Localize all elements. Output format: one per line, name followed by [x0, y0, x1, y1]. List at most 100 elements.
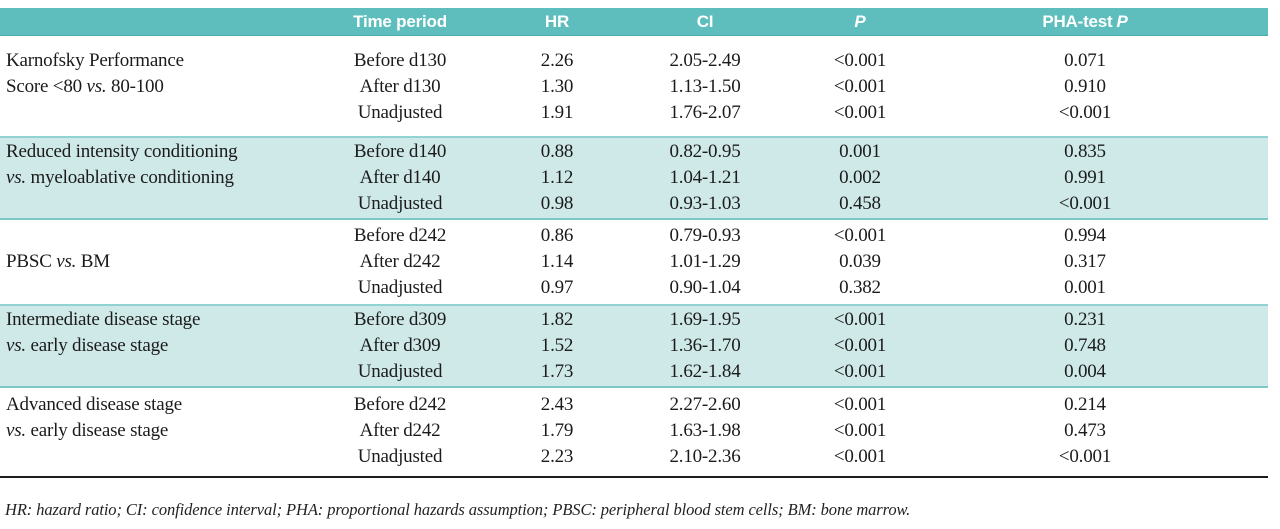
table-body: Karnofsky Performance Score <80 vs. 80-10… — [0, 36, 1280, 476]
comparison-group: Intermediate disease stage vs. early dise… — [0, 304, 1268, 388]
header-p-label: P — [854, 11, 866, 31]
pha-test-p-cell: 0.214 — [1064, 394, 1106, 415]
pha-test-p-cell: 0.071 — [1064, 50, 1106, 71]
pha-test-p-cell: 0.231 — [1064, 309, 1106, 330]
p-value-cell: 0.001 — [839, 141, 881, 162]
header-time-period: Time period — [353, 11, 447, 31]
comparison-group: Advanced disease stage vs. early disease … — [0, 388, 1268, 476]
time-period-cell: Before d130 — [353, 50, 447, 71]
p-value-cell: 0.382 — [839, 277, 881, 298]
ci-cell: 2.10-2.36 — [669, 446, 741, 467]
hr-cell: 1.73 — [540, 361, 574, 382]
time-period-cell: Before d309 — [353, 309, 447, 330]
hr-cell: 2.23 — [540, 446, 574, 467]
ci-cell: 1.13-1.50 — [669, 76, 741, 97]
time-period-cell: Before d140 — [353, 141, 447, 162]
footnote: HR: hazard ratio; CI: confidence interva… — [5, 500, 911, 519]
hr-cell: 1.79 — [540, 420, 574, 441]
time-period-cell: Unadjusted — [357, 193, 443, 214]
comparison-group: PBSC vs. BM Before d242 0.86 0.79-0.93 <0.00… — [0, 220, 1268, 304]
ci-cell: 2.27-2.60 — [669, 394, 741, 415]
table-header-row: Time period HR CI P PHA-test P — [0, 8, 1268, 36]
hr-cell: 0.86 — [540, 225, 574, 246]
pha-test-p-cell: 0.835 — [1064, 141, 1106, 162]
hr-cell: 0.97 — [540, 277, 574, 298]
ci-cell: 1.76-2.07 — [669, 102, 741, 123]
comparison-label-line: Advanced disease stage — [6, 394, 183, 415]
table-bottom-rule — [0, 476, 1268, 478]
pha-test-p-cell: <0.001 — [1058, 102, 1112, 123]
ci-cell: 1.01-1.29 — [669, 251, 741, 272]
pha-test-p-cell: 0.473 — [1064, 420, 1106, 441]
hr-cell: 0.88 — [540, 141, 574, 162]
ci-cell: 1.36-1.70 — [669, 335, 741, 356]
ci-cell: 1.04-1.21 — [669, 167, 741, 188]
time-period-cell: Unadjusted — [357, 361, 443, 382]
comparison-label-line: Reduced intensity conditioning — [6, 141, 238, 162]
p-value-cell: 0.039 — [839, 251, 881, 272]
hr-cell: 1.52 — [540, 335, 574, 356]
comparison-label: Intermediate disease stage vs. early dise… — [0, 307, 326, 385]
pha-test-p-cell: 0.317 — [1064, 251, 1106, 272]
time-period-cell: After d130 — [359, 76, 441, 97]
time-period-cell: Unadjusted — [357, 277, 443, 298]
pha-test-p-cell: 0.001 — [1064, 277, 1106, 298]
ci-cell: 0.90-1.04 — [669, 277, 741, 298]
ci-cell: 2.05-2.49 — [669, 50, 741, 71]
pha-test-p-cell: 0.994 — [1064, 225, 1106, 246]
p-value-cell: <0.001 — [833, 76, 887, 97]
pha-test-p-cell: <0.001 — [1058, 193, 1112, 214]
hr-cell: 0.98 — [540, 193, 574, 214]
time-period-cell: Before d242 — [353, 225, 447, 246]
comparison-label-line: PBSC vs. BM — [6, 251, 110, 272]
time-period-cell: Unadjusted — [357, 102, 443, 123]
time-period-cell: After d242 — [359, 420, 441, 441]
ci-cell: 1.62-1.84 — [669, 361, 741, 382]
header-hr: HR — [544, 11, 570, 31]
header-ci: CI — [696, 11, 714, 31]
ci-cell: 0.82-0.95 — [669, 141, 741, 162]
comparison-label: Reduced intensity conditioning vs. myeloa… — [0, 139, 326, 217]
hr-cell: 1.82 — [540, 309, 574, 330]
ci-cell: 1.69-1.95 — [669, 309, 741, 330]
p-value-cell: <0.001 — [833, 225, 887, 246]
comparison-label-line: Karnofsky Performance — [6, 50, 184, 71]
time-period-cell: After d242 — [359, 251, 441, 272]
time-period-cell: Unadjusted — [357, 446, 443, 467]
header-pha-prefix: PHA-test — [1042, 11, 1113, 31]
comparison-label-line: vs. early disease stage — [6, 420, 169, 441]
hr-cell: 1.12 — [540, 167, 574, 188]
ci-cell: 0.79-0.93 — [669, 225, 741, 246]
comparison-group: Karnofsky Performance Score <80 vs. 80-10… — [0, 36, 1268, 136]
header-pha-p-label: P — [1116, 11, 1128, 31]
pha-test-p-cell: 0.004 — [1064, 361, 1106, 382]
comparison-group: Reduced intensity conditioning vs. myeloa… — [0, 136, 1268, 220]
time-period-cell: After d309 — [359, 335, 441, 356]
p-value-cell: <0.001 — [833, 335, 887, 356]
comparison-label-line: vs. myeloablative conditioning — [6, 167, 234, 188]
p-value-cell: <0.001 — [833, 361, 887, 382]
p-value-cell: <0.001 — [833, 420, 887, 441]
p-value-cell: <0.001 — [833, 446, 887, 467]
pha-test-p-cell: 0.991 — [1064, 167, 1106, 188]
p-value-cell: 0.002 — [839, 167, 881, 188]
comparison-label: PBSC vs. BM — [0, 223, 326, 301]
hr-cell: 2.26 — [540, 50, 574, 71]
pha-test-p-cell: 0.910 — [1064, 76, 1106, 97]
p-value-cell: <0.001 — [833, 309, 887, 330]
hr-cell: 1.30 — [540, 76, 574, 97]
comparison-label-line: vs. early disease stage — [6, 335, 169, 356]
ci-cell: 1.63-1.98 — [669, 420, 741, 441]
pha-test-p-cell: <0.001 — [1058, 446, 1112, 467]
header-pha-test-p: PHA-test P — [950, 12, 1220, 32]
ci-cell: 0.93-1.03 — [669, 193, 741, 214]
time-period-cell: Before d242 — [353, 394, 447, 415]
p-value-cell: 0.458 — [839, 193, 881, 214]
header-p: P — [770, 12, 950, 32]
comparison-label-line: Intermediate disease stage — [6, 309, 201, 330]
p-value-cell: <0.001 — [833, 50, 887, 71]
hr-cell: 2.43 — [540, 394, 574, 415]
hr-cell: 1.14 — [540, 251, 574, 272]
time-period-cell: After d140 — [359, 167, 441, 188]
